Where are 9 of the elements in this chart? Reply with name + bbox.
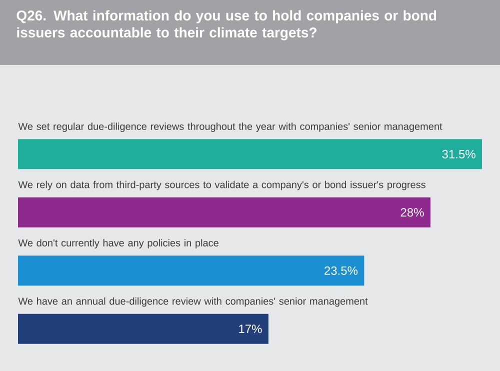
- data-label: 23.5%: [324, 266, 358, 275]
- data-label: 31.5%: [442, 150, 476, 158]
- chart-title: Q26. What information do you use to hold companies or bond issuers accountable to their climate targets?: [16, 10, 436, 40]
- data-label: 28%: [400, 208, 424, 217]
- y-tick-label: We set regular due-diligence reviews throughout the year with companies' senior management: [18, 122, 442, 132]
- data-label: 17%: [239, 324, 262, 334]
- y-tick-label: We have an annual due-diligence review with companies' senior management: [18, 297, 368, 307]
- y-tick-label: We rely on data from third-party sources to validate a company's or bond issuer's progress: [18, 180, 426, 190]
- y-tick-label: We don't currently have any policies in place: [18, 239, 218, 248]
